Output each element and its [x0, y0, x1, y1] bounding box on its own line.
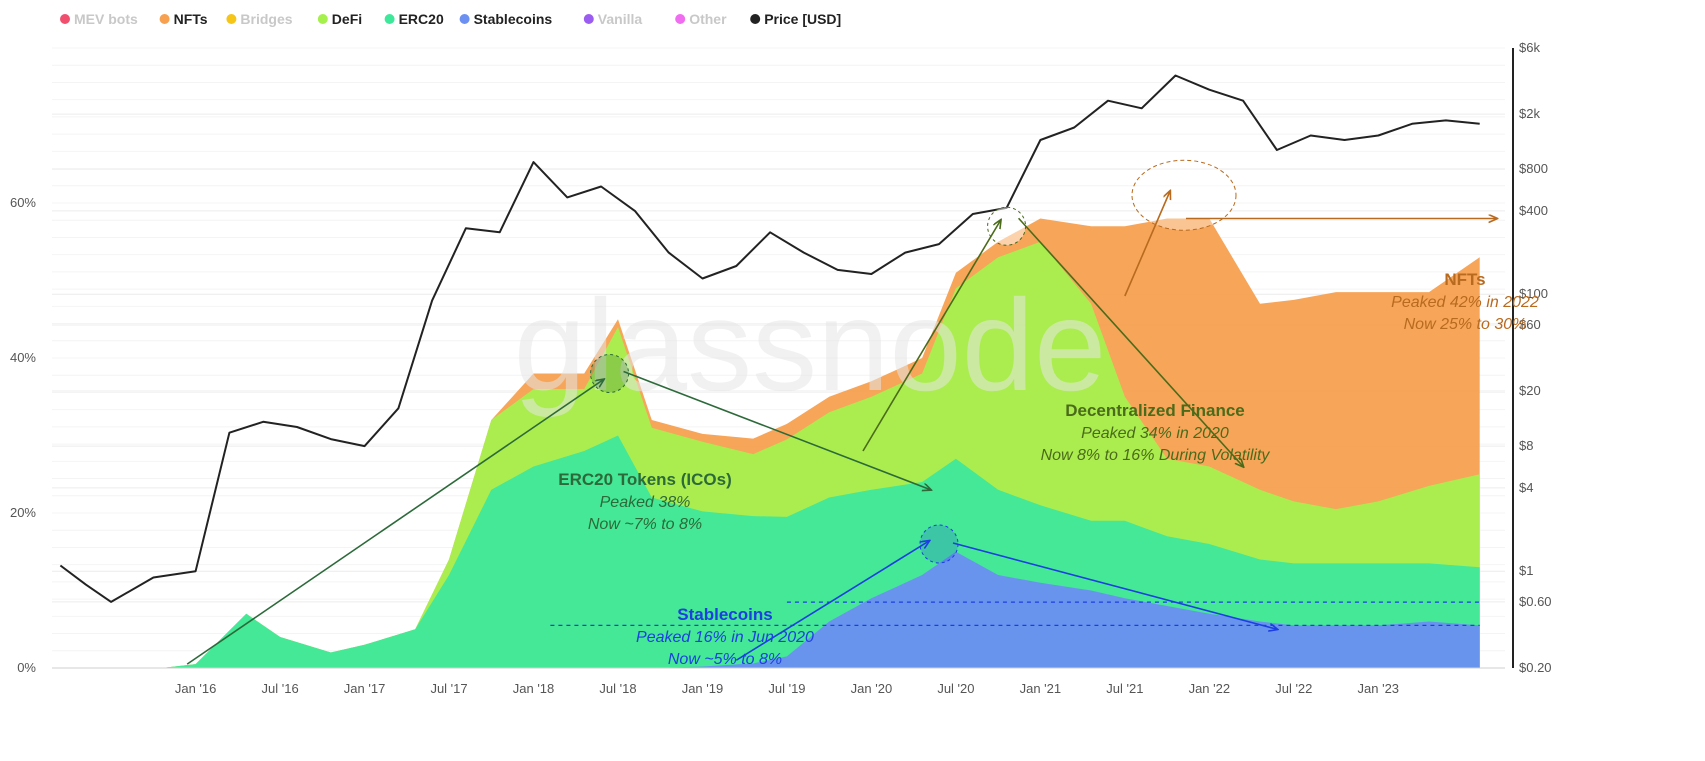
- erc20-line1: Peaked 38%: [600, 494, 691, 511]
- defi-arrow-out: [1017, 217, 1244, 466]
- x-tick: Jan '23: [1358, 681, 1400, 696]
- legend-label: MEV bots: [74, 11, 138, 27]
- stable-line1: Peaked 16% in Jun 2020: [636, 629, 814, 646]
- legend-item-other[interactable]: Other: [675, 11, 727, 27]
- legend-swatch: [60, 14, 70, 24]
- erc20-line2: Now ~7% to 8%: [588, 516, 702, 533]
- x-tick: Jan '21: [1020, 681, 1062, 696]
- legend[interactable]: MEV bots NFTs Bridges DeFi ERC20 Stablecoins V…: [60, 11, 841, 27]
- stable-arrow-out: [952, 542, 1277, 629]
- y-right-tick: $0.60: [1519, 594, 1552, 609]
- legend-item-price-usd-[interactable]: Price [USD]: [750, 11, 841, 27]
- nft-title: NFTs: [1444, 270, 1485, 289]
- legend-item-stablecoins[interactable]: Stablecoins: [459, 11, 553, 27]
- defi-line2: Now 8% to 16% During Volatility: [1041, 447, 1271, 464]
- x-tick: Jan '20: [851, 681, 893, 696]
- y-right-tick: $400: [1519, 203, 1548, 218]
- stable-title: Stablecoins: [677, 605, 772, 624]
- erc20-arrow-out: [623, 370, 931, 490]
- x-tick: Jan '17: [344, 681, 386, 696]
- x-tick: Jul '22: [1275, 681, 1312, 696]
- y-right-tick: $800: [1519, 161, 1548, 176]
- legend-swatch: [459, 14, 470, 24]
- legend-label: Other: [689, 11, 727, 27]
- legend-item-erc20[interactable]: ERC20: [384, 11, 444, 27]
- legend-swatch: [583, 14, 594, 24]
- legend-label: Price [USD]: [764, 11, 841, 27]
- y-left-tick: 60%: [10, 195, 36, 210]
- y-right-tick: $2k: [1519, 106, 1540, 121]
- erc20-arrow-in: [186, 380, 603, 665]
- x-tick: Jul '20: [937, 681, 974, 696]
- x-tick: Jul '21: [1106, 681, 1143, 696]
- legend-item-mev-bots[interactable]: MEV bots: [60, 11, 138, 27]
- erc20-peak-marker: [590, 354, 630, 393]
- legend-swatch: [750, 14, 761, 24]
- legend-swatch: [675, 14, 686, 24]
- legend-swatch: [384, 14, 395, 24]
- x-tick: Jan '22: [1189, 681, 1231, 696]
- legend-label: NFTs: [174, 11, 208, 27]
- x-tick: Jan '19: [682, 681, 724, 696]
- defi-peak-marker: [987, 206, 1027, 246]
- legend-swatch: [317, 14, 328, 24]
- y-right-tick: $1: [1519, 563, 1533, 578]
- x-tick: Jul '17: [430, 681, 467, 696]
- annotation-nfts: NFTs Peaked 42% in 2022 Now 25% to 30%: [1391, 270, 1539, 333]
- legend-label: DeFi: [332, 11, 362, 27]
- annotation-stablecoins: Stablecoins Peaked 16% in Jun 2020 Now ~…: [636, 605, 814, 668]
- y-left-tick: 0%: [17, 660, 36, 675]
- x-tick: Jul '16: [262, 681, 299, 696]
- y-left-tick: 40%: [10, 350, 36, 365]
- stacked-areas: [60, 218, 1480, 669]
- y-left-tick: 20%: [10, 505, 36, 520]
- annotation-defi: Decentralized Finance Peaked 34% in 2020…: [1041, 401, 1271, 464]
- annotation-markers: [186, 159, 1496, 665]
- legend-item-bridges[interactable]: Bridges: [226, 11, 293, 27]
- defi-line1: Peaked 34% in 2020: [1081, 425, 1229, 442]
- x-tick: Jul '19: [768, 681, 805, 696]
- y-right-tick: $20: [1519, 383, 1541, 398]
- stable-line2: Now ~5% to 8%: [668, 651, 782, 668]
- stablecoin-peak-marker: [919, 524, 959, 564]
- area-stablecoins: [60, 551, 1480, 668]
- y-right-tick: $0.20: [1519, 660, 1552, 675]
- legend-label: Stablecoins: [474, 11, 553, 27]
- legend-item-vanilla[interactable]: Vanilla: [583, 11, 643, 27]
- y-right-tick: $4: [1519, 480, 1533, 495]
- defi-arrow-in: [862, 220, 1001, 452]
- defi-title: Decentralized Finance: [1065, 401, 1245, 420]
- legend-label: Vanilla: [598, 11, 643, 27]
- y-right-tick: $100: [1519, 286, 1548, 301]
- nft-line2: Now 25% to 30%: [1404, 316, 1527, 333]
- stable-arrow-in: [735, 541, 929, 661]
- y-right-tick: $8: [1519, 438, 1533, 453]
- annotation-erc20: ERC20 Tokens (ICOs) Peaked 38% Now ~7% t…: [558, 470, 732, 533]
- x-tick: Jul '18: [599, 681, 636, 696]
- axes: $0.20 $0.60 $1 $4 $8 $20 $60 $100 $400 $800 $2k $6k…: [10, 40, 1552, 696]
- nft-peak-marker: [1131, 159, 1237, 231]
- nft-line1: Peaked 42% in 2022: [1391, 294, 1539, 311]
- y-right-tick: $60: [1519, 317, 1541, 332]
- erc20-title: ERC20 Tokens (ICOs): [558, 470, 732, 489]
- legend-swatch: [226, 14, 237, 24]
- x-tick: Jan '16: [175, 681, 217, 696]
- watermark: glassnode: [514, 272, 1107, 418]
- price-line: [59, 74, 1480, 603]
- legend-label: Bridges: [240, 11, 292, 27]
- legend-swatch: [159, 14, 170, 24]
- nft-arrow-in: [1124, 191, 1170, 297]
- legend-item-defi[interactable]: DeFi: [317, 11, 362, 27]
- y-right-tick: $6k: [1519, 40, 1540, 55]
- x-tick: Jan '18: [513, 681, 555, 696]
- legend-item-nfts[interactable]: NFTs: [159, 11, 208, 27]
- legend-label: ERC20: [399, 11, 444, 27]
- price-series: [59, 74, 1480, 603]
